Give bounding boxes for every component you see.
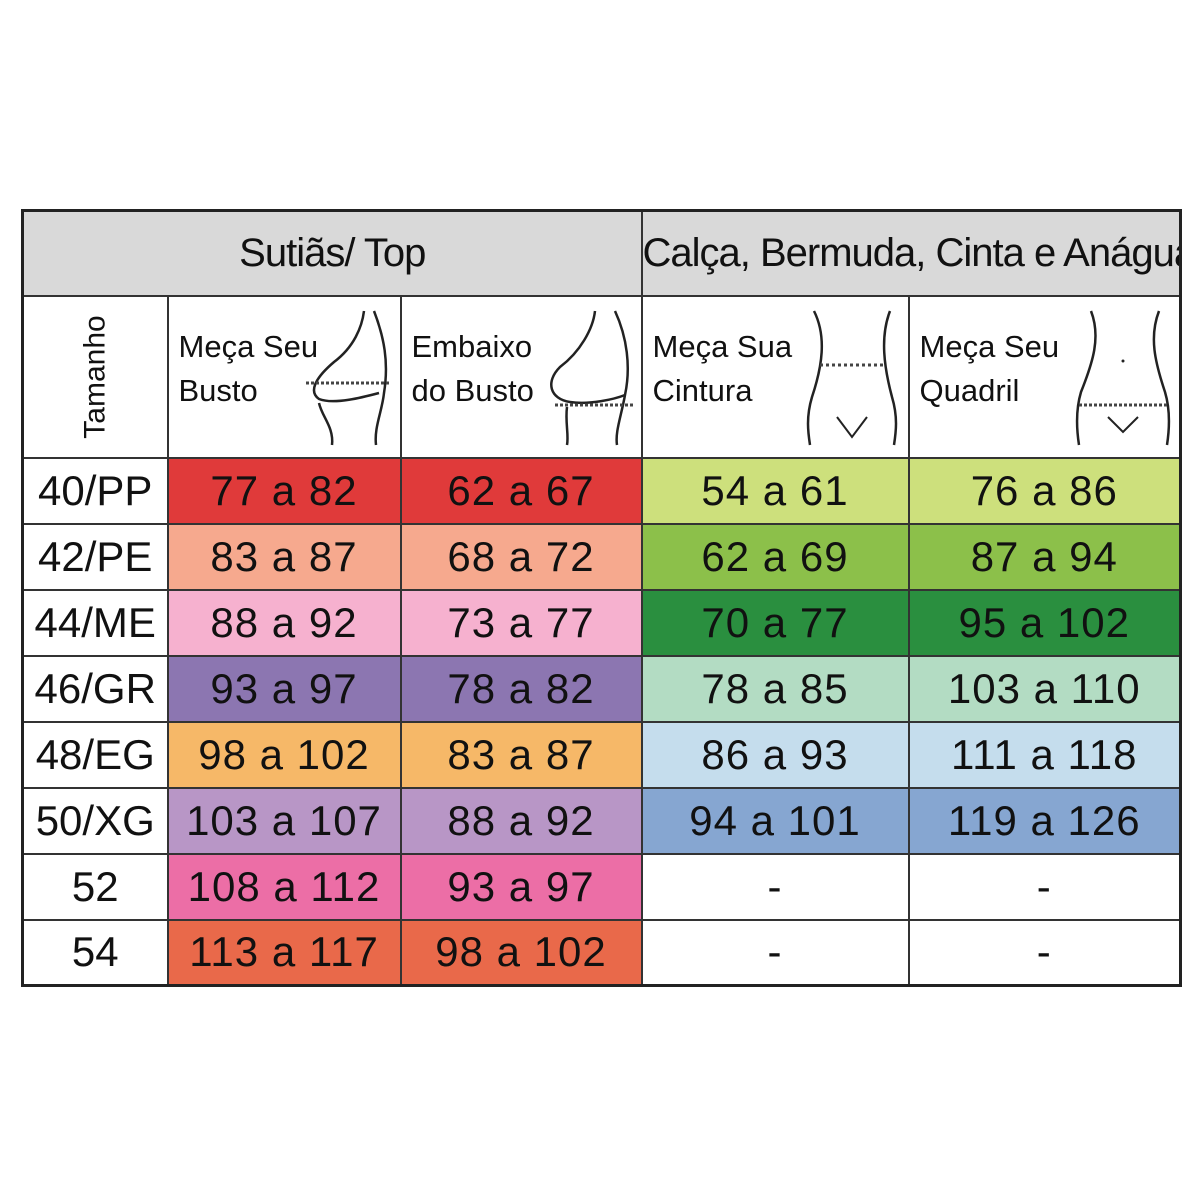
underbust-value-cell: 68 a 72 [399, 522, 643, 591]
waist-value-cell: - [640, 918, 910, 987]
bust-measure-icon [305, 310, 390, 445]
waist-value-cell: 62 a 69 [640, 522, 910, 591]
underbust-value-cell: 98 a 102 [399, 918, 643, 987]
waist-measure-icon [806, 309, 897, 445]
size-cell: 42/PE [21, 522, 169, 591]
waist-column-header: Meça Sua Cintura [640, 294, 910, 459]
hip-value-cell: - [907, 852, 1182, 921]
underbust-value-cell: 78 a 82 [399, 654, 643, 723]
underbust-value-cell: 88 a 92 [399, 786, 643, 855]
waist-value-cell: 78 a 85 [640, 654, 910, 723]
underbust-label: Embaixo do Busto [411, 328, 534, 408]
underbust-value-cell: 93 a 97 [399, 852, 643, 921]
size-cell: 52 [21, 852, 169, 921]
table-row: 54 113 a 117 98 a 102- - [21, 918, 1182, 987]
pants-group-header: Calça, Bermuda, Cinta e Anágua [640, 209, 1182, 297]
hip-measure-icon [1075, 310, 1171, 445]
bust-label: Meça Seu Busto [178, 328, 319, 408]
size-cell: 46/GR [21, 654, 169, 723]
size-label: Tamanho [78, 314, 112, 439]
table-row: 40/PP 77 a 82 62 a 67 54 a 61 76 a 86 [21, 456, 1182, 525]
bust-value-cell: 108 a 112 [166, 852, 402, 921]
size-rows: 40/PP 77 a 82 62 a 67 54 a 61 76 a 86 42/PE 83… [21, 456, 1182, 987]
size-cell: 48/EG [21, 720, 169, 789]
size-cell: 44/ME [21, 588, 169, 657]
hip-value-cell: 76 a 86 [907, 456, 1182, 525]
size-cell: 54 [21, 918, 169, 987]
size-cell: 50/XG [21, 786, 169, 855]
hip-value-cell: 103 a 110 [907, 654, 1182, 723]
bra-group-header: Sutiãs/ Top [21, 209, 643, 297]
table-row: 44/ME 88 a 92 73 a 77 70 a 77 95 a 102 [21, 588, 1182, 657]
hip-column-header: Meça Seu Quadril [907, 294, 1182, 459]
table-row: 46/GR 93 a 97 78 a 82 78 a 85 103 a 110 [21, 654, 1182, 723]
hip-value-cell: 119 a 126 [907, 786, 1182, 855]
table-row: 52 108 a 112 93 a 97- - [21, 852, 1182, 921]
waist-value-cell: 94 a 101 [640, 786, 910, 855]
bust-value-cell: 88 a 92 [166, 588, 402, 657]
bust-column-header: Meça Seu Busto [166, 294, 402, 459]
underbust-value-cell: 73 a 77 [399, 588, 643, 657]
bust-value-cell: 113 a 117 [166, 918, 402, 987]
waist-value-cell: 86 a 93 [640, 720, 910, 789]
hip-label: Meça Seu Quadril [919, 328, 1060, 408]
hip-value-cell: - [907, 918, 1182, 987]
size-cell: 40/PP [21, 456, 169, 525]
waist-value-cell: 54 a 61 [640, 456, 910, 525]
hip-value-cell: 95 a 102 [907, 588, 1182, 657]
size-column-header: Tamanho [21, 294, 169, 459]
bust-value-cell: 83 a 87 [166, 522, 402, 591]
table-row: 50/XG 103 a 107 88 a 92 94 a 101 119 a 126 [21, 786, 1182, 855]
table-row: 48/EG 98 a 102 83 a 87 86 a 93 111 a 118 [21, 720, 1182, 789]
underbust-value-cell: 83 a 87 [399, 720, 643, 789]
size-chart-table: Sutiãs/ Top Calça, Bermuda, Cinta e Anág… [21, 209, 1183, 987]
bust-value-cell: 77 a 82 [166, 456, 402, 525]
waist-label: Meça Sua Cintura [652, 328, 793, 408]
hip-value-cell: 87 a 94 [907, 522, 1182, 591]
bust-value-cell: 93 a 97 [166, 654, 402, 723]
hip-value-cell: 111 a 118 [907, 720, 1182, 789]
underbust-measure-icon [549, 309, 633, 445]
bust-value-cell: 103 a 107 [166, 786, 402, 855]
underbust-value-cell: 62 a 67 [399, 456, 643, 525]
bust-value-cell: 98 a 102 [166, 720, 402, 789]
waist-value-cell: - [640, 852, 910, 921]
underbust-column-header: Embaixo do Busto [399, 294, 643, 459]
table-row: 42/PE 83 a 87 68 a 72 62 a 69 87 a 94 [21, 522, 1182, 591]
waist-value-cell: 70 a 77 [640, 588, 910, 657]
